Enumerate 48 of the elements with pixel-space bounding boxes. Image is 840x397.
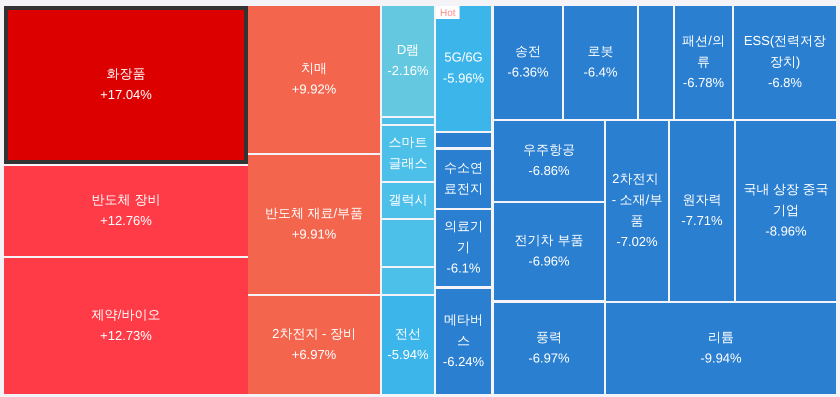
text: Hot <box>440 8 456 19</box>
data-label: -7.71% <box>681 213 724 228</box>
data-label: -6.96% <box>528 254 570 269</box>
data-label: -9.94% <box>700 350 742 366</box>
data-label: +6.97% <box>292 347 337 362</box>
category-label: 스마트글래스 <box>388 134 428 171</box>
category-label: 리튬 <box>708 330 734 345</box>
data-label: -6.97% <box>528 350 570 366</box>
category-label: 5G/6G <box>444 50 483 65</box>
data-label: -5.94% <box>387 347 430 362</box>
data-label: -8.96% <box>765 224 808 239</box>
category-label: 제약/바이오 <box>92 307 160 322</box>
category-label: 송전 <box>515 44 541 59</box>
category-label: 화장품 <box>106 66 146 82</box>
category-label: 풍력 <box>536 330 562 345</box>
category-label: 우주항공 <box>523 142 575 158</box>
category-label: 2차전지 - 장비 <box>272 326 356 342</box>
category-label: 전기차 부품 <box>514 232 584 248</box>
category-label: 반도체 재료/부품 <box>264 206 364 221</box>
category-label: 국내 상장 중국기업 <box>743 182 829 218</box>
category-label: 로봇 <box>588 44 614 59</box>
category-label: 치매 <box>301 60 327 76</box>
category-label: ESS(전력저장장치) <box>744 33 826 70</box>
data-label: +17.04% <box>100 87 152 102</box>
category-label: 의료기기 <box>444 218 483 255</box>
data-label: -6.86% <box>528 163 570 178</box>
data-label: +12.76% <box>100 213 152 228</box>
data-label: -2.16% <box>387 63 430 78</box>
category-label: 갤럭시 <box>388 192 428 208</box>
data-label: -6.4% <box>584 64 618 80</box>
category-label: D램 <box>396 42 420 58</box>
data-label: -6.78% <box>682 75 725 90</box>
data-label: +9.92% <box>292 82 337 97</box>
data-label: -6.24% <box>442 354 485 370</box>
category-label: 전선 <box>395 326 421 342</box>
category-label: 2차전지 - 소재/부품 <box>612 171 662 228</box>
data-label: -7.02% <box>616 234 658 250</box>
category-label: 수소연료전지 <box>444 160 483 196</box>
data-label: -6.1% <box>446 260 481 276</box>
category-label: 반도체 장비 <box>92 192 160 208</box>
data-label: -5.96% <box>442 70 485 86</box>
data-label: +12.73% <box>100 328 152 344</box>
category-label: 원자력 <box>682 192 722 208</box>
data-label: -6.36% <box>507 64 550 80</box>
data-label: +9.91% <box>292 226 337 242</box>
data-label: -6.8% <box>768 75 802 90</box>
category-label: 패션/의류 <box>682 33 725 70</box>
category-label: 메타버스 <box>444 312 483 348</box>
